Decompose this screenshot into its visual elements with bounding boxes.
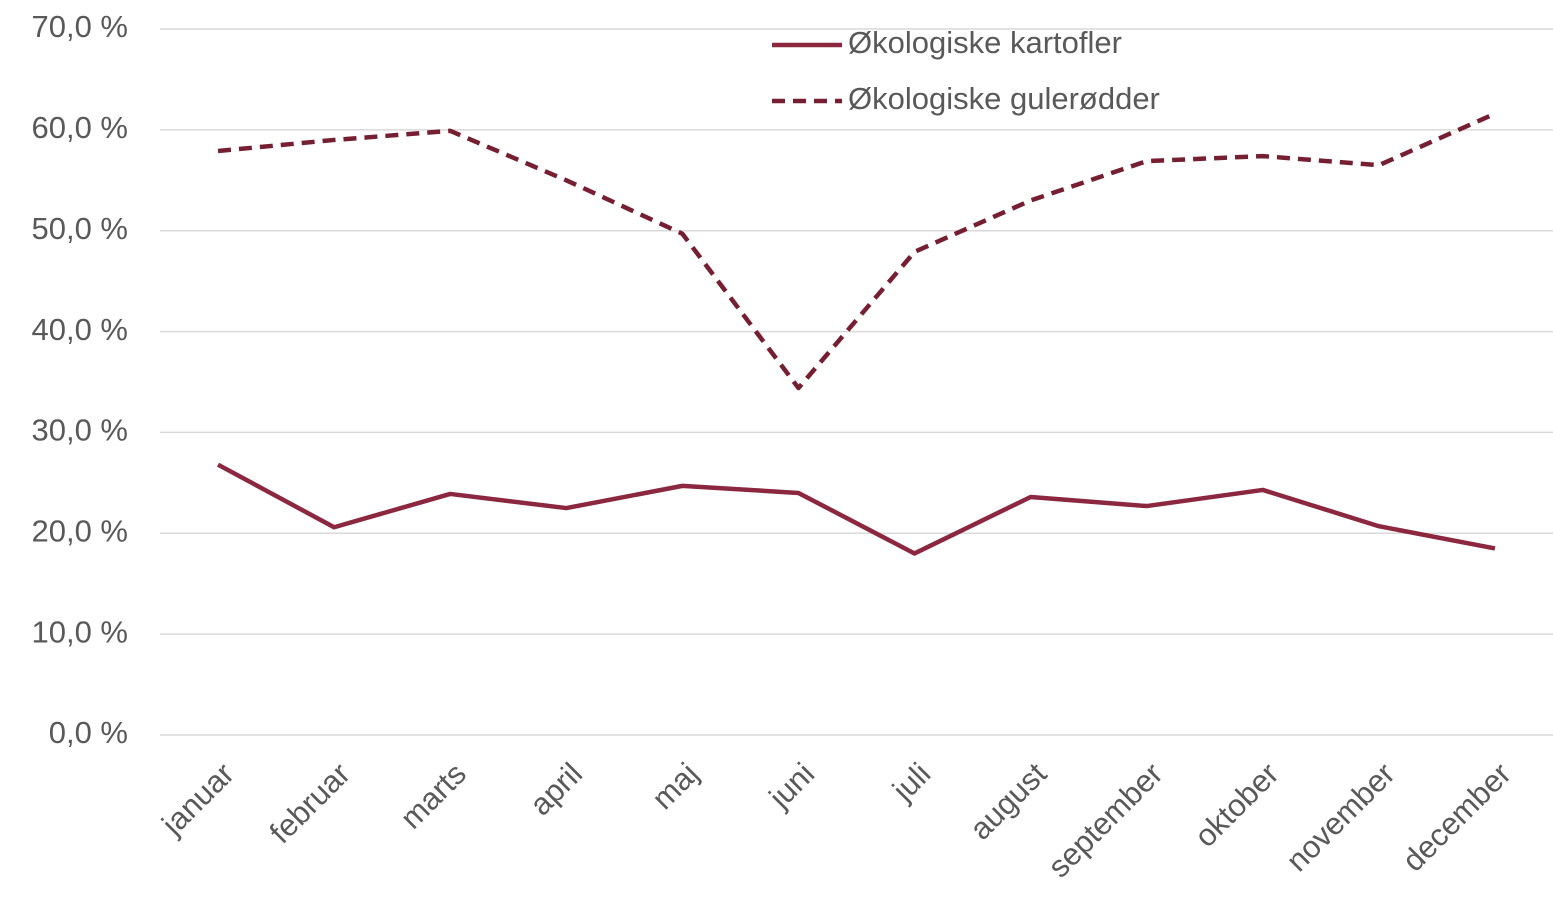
- legend-label: Økologiske kartofler: [848, 25, 1122, 60]
- x-tick-label: februar: [263, 756, 357, 850]
- x-tick-label: december: [1395, 756, 1517, 878]
- x-tick-label: juli: [885, 756, 937, 808]
- y-tick-label: 50,0 %: [31, 211, 128, 246]
- y-tick-label: 60,0 %: [31, 110, 128, 145]
- y-tick-label: 40,0 %: [31, 312, 128, 347]
- y-tick-label: 30,0 %: [31, 413, 128, 448]
- legend-label: Økologiske gulerødder: [848, 81, 1160, 116]
- x-tick-label: juni: [762, 756, 822, 816]
- x-tick-label: januar: [154, 756, 240, 842]
- y-tick-label: 10,0 %: [31, 614, 128, 649]
- y-tick-label: 0,0 %: [49, 715, 128, 750]
- x-tick-label: oktober: [1188, 756, 1286, 854]
- y-tick-label: 20,0 %: [31, 513, 128, 548]
- y-tick-label: 70,0 %: [31, 9, 128, 44]
- x-tick-label: november: [1279, 756, 1401, 878]
- x-tick-label: september: [1041, 756, 1169, 884]
- x-tick-label: marts: [393, 756, 473, 836]
- line-series: [216, 462, 1496, 556]
- x-tick-label: april: [523, 756, 589, 822]
- x-tick-label: august: [963, 756, 1054, 847]
- x-tick-label: maj: [645, 756, 705, 816]
- line-series: [217, 111, 1496, 391]
